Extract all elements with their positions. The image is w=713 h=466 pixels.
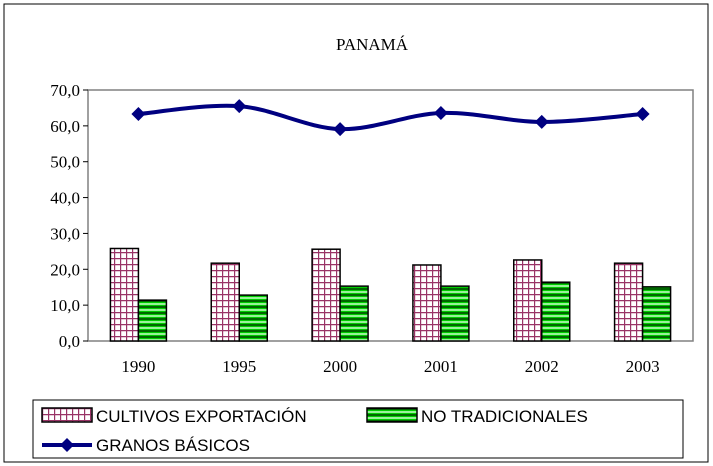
legend-swatch <box>41 407 93 423</box>
line <box>138 103 643 132</box>
x-tick-label: 1995 <box>222 357 256 376</box>
chart-border <box>3 3 709 463</box>
marker <box>635 107 650 122</box>
x-tick-label: 2003 <box>626 357 660 376</box>
marker <box>131 107 146 122</box>
x-tick-label: 2001 <box>424 357 458 376</box>
bar <box>412 264 442 342</box>
y-tick-label: 70,0 <box>50 81 80 100</box>
bar <box>513 259 543 342</box>
y-tick-label: 60,0 <box>50 117 80 136</box>
legend-marker <box>60 438 74 452</box>
x-tick-label: 2000 <box>323 357 357 376</box>
marker <box>333 122 348 137</box>
y-tick-label: 50,0 <box>50 153 80 172</box>
y-tick-label: 30,0 <box>50 224 80 243</box>
y-tick-label: 20,0 <box>50 260 80 279</box>
bar <box>109 247 140 342</box>
legend-box <box>32 399 684 459</box>
x-tick-label: 1990 <box>121 357 155 376</box>
bar <box>641 286 672 342</box>
plot-area <box>87 89 694 342</box>
legend-label: NO TRADICIONALES <box>421 407 588 426</box>
legend-label: CULTIVOS EXPORTACIÓN <box>96 407 307 426</box>
bar <box>311 248 341 342</box>
bar <box>339 285 369 342</box>
legend-swatch <box>366 407 418 423</box>
bar <box>613 262 644 342</box>
marker <box>534 114 549 129</box>
bar <box>541 281 571 342</box>
x-tick-label: 2002 <box>525 357 559 376</box>
y-tick-label: 40,0 <box>50 189 80 208</box>
bar <box>137 299 168 342</box>
legend-label: GRANOS BÁSICOS <box>96 436 250 455</box>
bar <box>238 294 268 342</box>
bar <box>210 262 240 342</box>
chart-title: PANAMÁ <box>336 35 409 54</box>
marker <box>433 105 448 120</box>
y-tick-label: 0,0 <box>59 332 80 351</box>
bar <box>440 285 470 342</box>
y-tick-label: 10,0 <box>50 296 80 315</box>
marker <box>232 99 247 114</box>
